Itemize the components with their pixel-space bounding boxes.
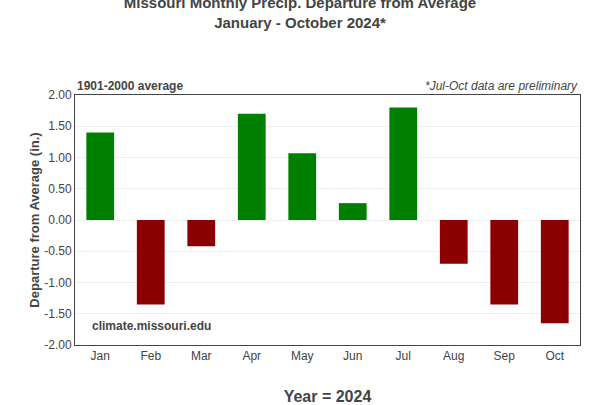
svg-text:1.50: 1.50 <box>48 119 72 133</box>
svg-text:May: May <box>291 349 314 363</box>
svg-text:Jun: Jun <box>343 349 362 363</box>
svg-text:-1.50: -1.50 <box>44 307 72 321</box>
svg-text:Sep: Sep <box>494 349 516 363</box>
svg-text:Mar: Mar <box>191 349 212 363</box>
svg-text:0.00: 0.00 <box>48 213 72 227</box>
svg-text:1901-2000 average: 1901-2000 average <box>77 79 183 93</box>
svg-text:0.50: 0.50 <box>48 182 72 196</box>
svg-text:Oct: Oct <box>545 349 564 363</box>
svg-text:Aug: Aug <box>443 349 464 363</box>
svg-text:1.00: 1.00 <box>48 151 72 165</box>
svg-text:Missouri Monthly Precip. Depar: Missouri Monthly Precip. Departure from … <box>124 0 476 31</box>
svg-text:Year = 2024: Year = 2024 <box>284 388 372 405</box>
svg-text:*Jul-Oct data are preliminary: *Jul-Oct data are preliminary <box>425 79 578 93</box>
svg-text:-1.00: -1.00 <box>44 276 72 290</box>
svg-text:Feb: Feb <box>140 349 161 363</box>
svg-text:-0.50: -0.50 <box>44 244 72 258</box>
svg-text:-2.00: -2.00 <box>44 338 72 352</box>
svg-text:Departure from Average (in.): Departure from Average (in.) <box>27 132 42 307</box>
svg-text:2.00: 2.00 <box>48 88 72 102</box>
svg-text:Jul: Jul <box>396 349 411 363</box>
svg-text:climate.missouri.edu: climate.missouri.edu <box>92 319 211 333</box>
svg-text:Jan: Jan <box>91 349 110 363</box>
svg-text:Apr: Apr <box>242 349 261 363</box>
